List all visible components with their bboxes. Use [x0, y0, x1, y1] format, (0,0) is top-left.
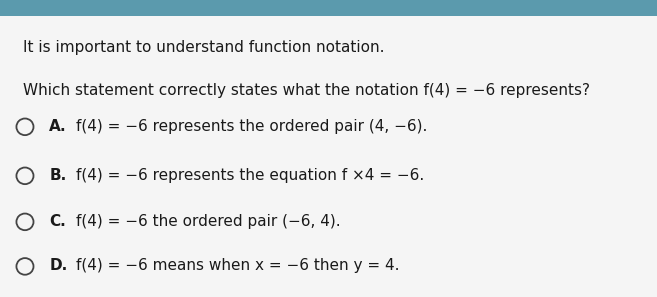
Text: C.: C. — [49, 214, 66, 229]
Text: f(4) = −6 the ordered pair (−6, 4).: f(4) = −6 the ordered pair (−6, 4). — [76, 214, 340, 229]
Bar — [0, 0, 657, 16]
Text: Which statement correctly states what the notation f(4) = −6 represents?: Which statement correctly states what th… — [23, 83, 590, 98]
Text: f(4) = −6 means when x = −6 then y = 4.: f(4) = −6 means when x = −6 then y = 4. — [76, 258, 399, 274]
Text: It is important to understand function notation.: It is important to understand function n… — [23, 40, 384, 55]
Text: D.: D. — [49, 258, 68, 274]
Text: f(4) = −6 represents the ordered pair (4, −6).: f(4) = −6 represents the ordered pair (4… — [76, 119, 427, 134]
Text: A.: A. — [49, 119, 67, 134]
Text: B.: B. — [49, 168, 66, 183]
Text: f(4) = −6 represents the equation f ×4 = −6.: f(4) = −6 represents the equation f ×4 =… — [76, 168, 424, 183]
